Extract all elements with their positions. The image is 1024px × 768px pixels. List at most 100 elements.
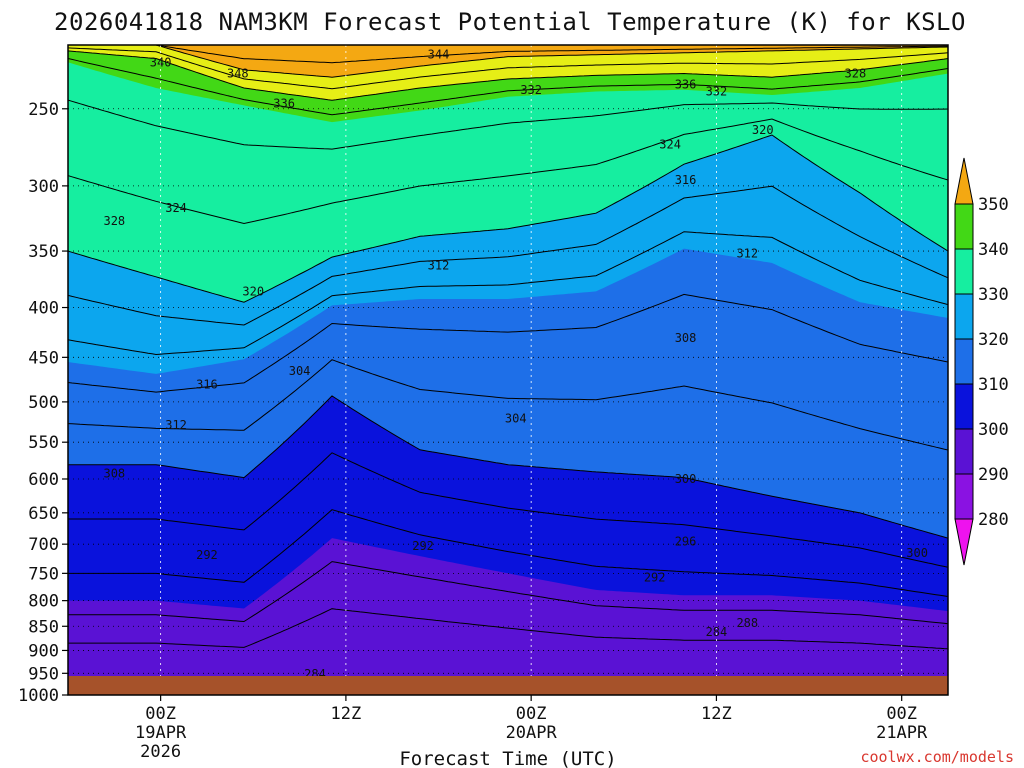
contour-312 <box>68 231 948 356</box>
contour-label: 300 <box>675 472 697 486</box>
contour-340 <box>68 47 948 90</box>
contour-label: 316 <box>196 378 218 392</box>
contour-300 <box>68 395 948 539</box>
contour-284 <box>68 608 948 650</box>
color-bands <box>68 45 948 695</box>
contour-label: 296 <box>675 535 697 549</box>
y-tick-label: 650 <box>28 504 59 524</box>
contour-296 <box>68 452 948 568</box>
contour-label: 312 <box>428 258 450 272</box>
contour-label: 312 <box>736 246 758 260</box>
contour-label: 320 <box>242 284 264 298</box>
x-tick-label: 12Z <box>701 704 732 724</box>
colorbar-label: 330 <box>978 285 1009 305</box>
contour-label: 292 <box>644 570 666 584</box>
x-axis-label: Forecast Time (UTC) <box>399 748 616 768</box>
x-tick-label: 00Z <box>886 704 917 724</box>
contour-label: 292 <box>412 539 434 553</box>
x-tick-label: 21APR <box>876 723 928 743</box>
contour-label: 300 <box>906 546 928 560</box>
contour-328 <box>68 99 948 150</box>
colorbar-segment <box>954 293 974 340</box>
contour-label: 304 <box>289 364 311 378</box>
colorbar-label: 320 <box>978 330 1009 350</box>
contour-344 <box>68 45 948 78</box>
contour-292 <box>68 509 948 597</box>
contour-348 <box>68 45 948 64</box>
colorbar-label: 340 <box>978 240 1009 260</box>
contour-label: 312 <box>165 418 187 432</box>
contour-label: 308 <box>675 331 697 345</box>
contour-316 <box>68 185 948 326</box>
y-tick-label: 600 <box>28 470 59 490</box>
y-tick-label: 250 <box>28 100 59 120</box>
colorbar-segment <box>954 428 974 475</box>
contour-label: 324 <box>659 137 681 151</box>
y-tick-label: 550 <box>28 433 59 453</box>
y-tick-label: 350 <box>28 242 59 262</box>
y-tick-label: 900 <box>28 641 59 661</box>
contour-332 <box>68 58 948 116</box>
contour-label: 336 <box>675 77 697 91</box>
contour-labels: 340 348 344 332 336 332 328 336 324 320 316 328 324 3… <box>103 48 927 681</box>
contour-label: 304 <box>505 411 527 425</box>
y-tick-label: 950 <box>28 664 59 684</box>
contour-label: 344 <box>428 48 450 62</box>
contour-label: 336 <box>273 97 295 111</box>
y-tick-label: 800 <box>28 592 59 612</box>
contour-308 <box>68 293 948 393</box>
contour-320 <box>68 134 948 303</box>
credit-text: coolwx.com/models <box>860 748 1014 766</box>
contour-324 <box>68 118 948 225</box>
contour-label: 348 <box>227 67 249 81</box>
plot-area: 340 348 344 332 336 332 328 336 324 320 316 328 324 3… <box>68 45 948 695</box>
colorbar-extend-high <box>954 157 974 205</box>
x-tick-label: 19APR <box>135 723 187 743</box>
contour-label: 288 <box>736 616 758 630</box>
contour-304 <box>68 359 948 451</box>
y-axis: 250 300 350 400 450 500 550 600 650 700 750 800 850 9… <box>18 100 68 706</box>
y-tick-label: 300 <box>28 177 59 197</box>
contour-label: 308 <box>103 466 125 480</box>
y-tick-label: 750 <box>28 564 59 584</box>
colorbar-segment <box>954 248 974 295</box>
grid-lines <box>68 45 948 695</box>
colorbar: 280 290 300 310 320 330 340 350 <box>954 157 1009 566</box>
y-tick-label: 400 <box>28 299 59 319</box>
x-tick-label: 20APR <box>506 723 558 743</box>
colorbar-label: 280 <box>978 510 1009 530</box>
contour-label: 324 <box>165 201 187 215</box>
colorbar-segment <box>954 383 974 430</box>
chart-title: 2026041818 NAM3KM Forecast Potential Tem… <box>54 8 966 36</box>
contour-label: 320 <box>752 123 774 137</box>
colorbar-segment <box>954 203 974 250</box>
y-tick-label: 850 <box>28 617 59 637</box>
contour-label: 284 <box>706 625 728 639</box>
colorbar-label: 350 <box>978 195 1009 215</box>
contour-label: 332 <box>706 85 728 99</box>
contour-label: 292 <box>196 548 218 562</box>
contour-label: 316 <box>675 173 697 187</box>
colorbar-label: 300 <box>978 420 1009 440</box>
colorbar-label: 290 <box>978 465 1009 485</box>
colorbar-segment <box>954 338 974 385</box>
contour-label: 340 <box>150 55 172 69</box>
y-tick-label: 500 <box>28 393 59 413</box>
plot-frame <box>67 44 949 696</box>
colorbar-extend-low <box>954 518 974 566</box>
x-tick-label: 2026 <box>140 742 181 762</box>
contour-label: 332 <box>520 83 542 97</box>
y-tick-label: 1000 <box>18 686 59 706</box>
y-tick-label: 450 <box>28 348 59 368</box>
contour-lines <box>68 45 948 650</box>
terrain-ground <box>68 676 948 695</box>
colorbar-segment <box>954 473 974 520</box>
contour-label: 328 <box>103 214 125 228</box>
x-tick-label: 12Z <box>331 704 362 724</box>
x-tick-label: 00Z <box>516 704 547 724</box>
y-tick-label: 700 <box>28 535 59 555</box>
x-tick-label: 00Z <box>145 704 176 724</box>
colorbar-label: 310 <box>978 375 1009 395</box>
